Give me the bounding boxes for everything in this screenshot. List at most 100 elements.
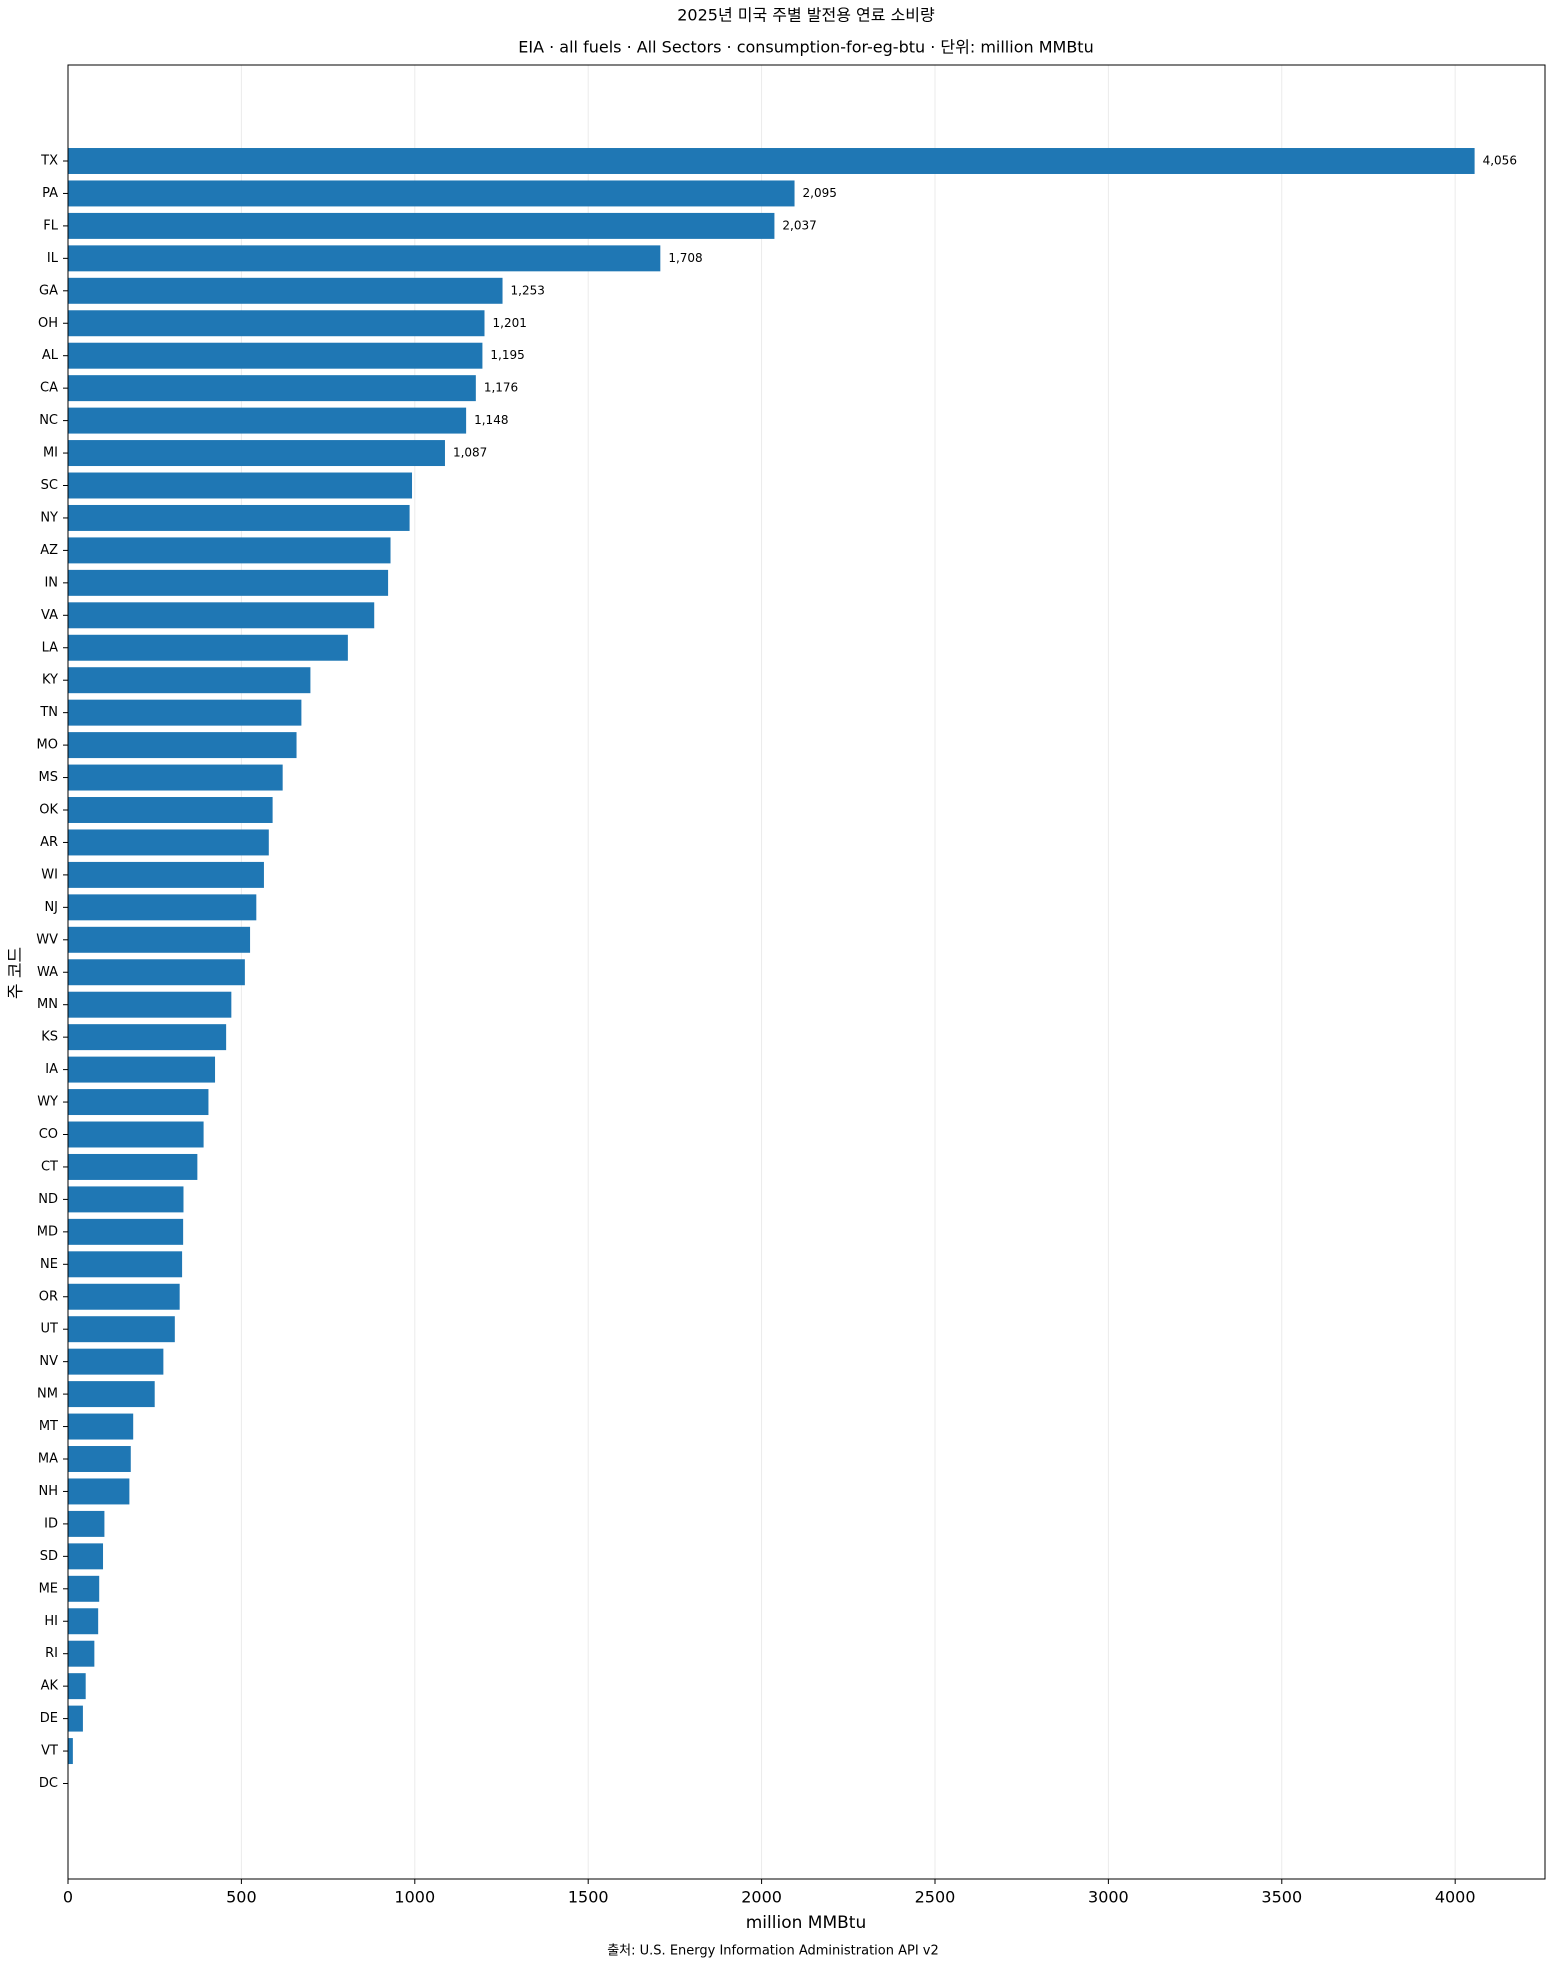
y-tick-label: NC	[39, 413, 58, 428]
y-tick-label: PA	[42, 186, 58, 201]
bar	[68, 1283, 180, 1310]
bar	[68, 1543, 104, 1570]
y-tick-label: HI	[44, 1614, 58, 1629]
y-tick-label: MD	[37, 1224, 58, 1239]
bar	[68, 310, 485, 337]
y-tick-label: IA	[45, 1062, 58, 1077]
y-tick-label: NV	[39, 1354, 58, 1369]
chart-title: 2025년 미국 주별 발전용 연료 소비량	[677, 6, 935, 25]
y-tick-label: AK	[41, 1679, 59, 1694]
y-tick-label: MS	[39, 770, 58, 785]
y-tick-label: SD	[40, 1549, 58, 1564]
bar	[68, 1705, 83, 1732]
y-tick-label: GA	[39, 283, 58, 298]
y-tick-label: DE	[40, 1711, 58, 1726]
bar	[68, 991, 232, 1018]
y-tick-label: MN	[37, 997, 58, 1012]
bar	[68, 634, 348, 661]
value-label: 2,037	[782, 218, 816, 232]
y-tick-label: NE	[40, 1257, 58, 1272]
y-tick-label: AR	[40, 835, 58, 850]
bar	[68, 504, 410, 531]
bar	[68, 375, 476, 402]
bar	[68, 1446, 131, 1472]
x-tick-label: 3500	[1261, 1888, 1302, 1907]
y-tick-label: NY	[40, 510, 58, 525]
bar	[68, 1640, 95, 1667]
bar	[68, 894, 257, 921]
y-tick-label: CA	[40, 381, 58, 396]
bar	[68, 407, 467, 434]
bar	[68, 1738, 73, 1765]
bar	[68, 797, 273, 823]
bar	[68, 667, 311, 694]
value-label: 2,095	[803, 186, 837, 200]
y-tick-label: AZ	[40, 543, 58, 558]
y-tick-label: CO	[39, 1127, 58, 1142]
bar	[68, 245, 661, 272]
y-tick-label: ME	[39, 1581, 58, 1596]
bar	[68, 1251, 183, 1278]
x-tick-label: 1500	[568, 1888, 609, 1907]
source-note: 출처: U.S. Energy Information Administrati…	[607, 1944, 939, 1959]
y-tick-label: TX	[40, 154, 58, 169]
y-tick-label: WV	[36, 932, 58, 947]
y-tick-label: ID	[44, 1516, 58, 1531]
bar	[68, 277, 503, 304]
bar	[68, 926, 251, 953]
y-tick-label: MT	[39, 1419, 58, 1434]
y-tick-label: TN	[39, 705, 58, 720]
bar	[68, 1575, 100, 1602]
y-tick-label: MA	[38, 1452, 58, 1467]
value-label: 1,201	[493, 316, 527, 330]
y-tick-label: VA	[41, 608, 58, 623]
bar	[68, 1348, 164, 1375]
bar	[68, 1186, 184, 1213]
bar	[68, 1024, 227, 1051]
x-tick-label: 500	[226, 1888, 257, 1907]
y-tick-label: FL	[43, 218, 58, 233]
y-tick-label: MI	[43, 446, 58, 461]
bar	[68, 440, 445, 467]
bar	[68, 212, 775, 239]
y-tick-label: KY	[42, 673, 58, 688]
x-tick-label: 2500	[915, 1888, 956, 1907]
bar	[68, 959, 245, 986]
chart-subtitle: EIA · all fuels · All Sectors · consumpt…	[518, 38, 1093, 57]
y-tick-label: ND	[38, 1192, 58, 1207]
y-tick-label: OR	[39, 1289, 58, 1304]
y-tick-label: DC	[39, 1776, 58, 1791]
bar	[68, 1316, 175, 1343]
bar	[68, 1413, 134, 1440]
value-label: 1,148	[474, 413, 508, 427]
bar	[68, 1121, 204, 1148]
y-tick-label: UT	[41, 1322, 59, 1337]
bar	[68, 699, 302, 726]
bar	[68, 148, 1475, 174]
x-tick-label: 1000	[394, 1888, 435, 1907]
x-tick-label: 4000	[1435, 1888, 1476, 1907]
bar	[68, 342, 483, 369]
x-axis-label: million MMBtu	[746, 1913, 866, 1933]
bar	[68, 1089, 209, 1116]
bar	[68, 180, 795, 207]
value-label: 1,253	[511, 283, 545, 297]
y-tick-label: AL	[42, 348, 59, 363]
y-tick-label: LA	[42, 640, 59, 655]
bar	[68, 537, 391, 564]
y-tick-label: SC	[41, 478, 58, 493]
bar	[68, 1153, 198, 1180]
y-tick-label: IL	[47, 251, 59, 266]
y-tick-label: CT	[41, 1159, 58, 1174]
bar	[68, 861, 264, 888]
bar	[68, 1218, 184, 1245]
bar	[68, 602, 375, 629]
bar	[68, 732, 297, 759]
value-label: 1,708	[668, 251, 702, 265]
plot-frame	[67, 64, 1546, 1880]
y-tick-label: OK	[39, 803, 58, 818]
y-tick-label: WY	[37, 1095, 58, 1110]
y-tick-label: MO	[37, 738, 58, 753]
x-tick-label: 2000	[741, 1888, 782, 1907]
bar	[68, 1381, 155, 1408]
